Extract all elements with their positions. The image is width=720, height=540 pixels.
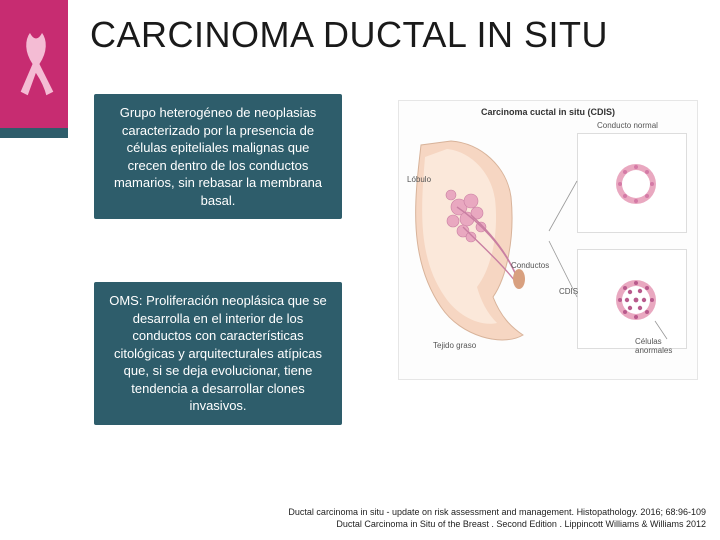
label-normal-duct: Conducto normal (597, 121, 658, 130)
citations: Ductal carcinoma in situ - update on ris… (288, 506, 706, 530)
normal-duct-panel (577, 133, 687, 233)
dcis-diagram: Carcinoma cuctal in situ (CDIS) Lóbulo C… (398, 100, 698, 380)
label-ducts: Conductos (511, 261, 549, 270)
label-lobule: Lóbulo (407, 175, 431, 184)
normal-duct-icon (614, 162, 658, 206)
label-cdis: CDIS (559, 287, 578, 296)
label-abnormal-cells: Células anormales (635, 337, 695, 355)
citation-line-2: Ductal Carcinoma in Situ of the Breast .… (288, 518, 706, 530)
accent-band-underline (0, 128, 68, 138)
who-definition-text: OMS: Proliferación neoplásica que se des… (109, 293, 327, 413)
definition-box: Grupo heterogéneo de neoplasias caracter… (94, 94, 342, 219)
breast-cross-section-icon (411, 137, 541, 347)
diagram-title: Carcinoma cuctal in situ (CDIS) (399, 107, 697, 117)
who-definition-box: OMS: Proliferación neoplásica que se des… (94, 282, 342, 425)
page-title: CARCINOMA DUCTAL IN SITU (90, 14, 608, 56)
citation-line-1: Ductal carcinoma in situ - update on ris… (288, 506, 706, 518)
definition-text: Grupo heterogéneo de neoplasias caracter… (114, 105, 322, 208)
label-fat: Tejido graso (433, 341, 476, 350)
cdis-duct-icon (614, 278, 658, 322)
cdis-duct-panel (577, 249, 687, 349)
ribbon-icon (10, 30, 58, 100)
